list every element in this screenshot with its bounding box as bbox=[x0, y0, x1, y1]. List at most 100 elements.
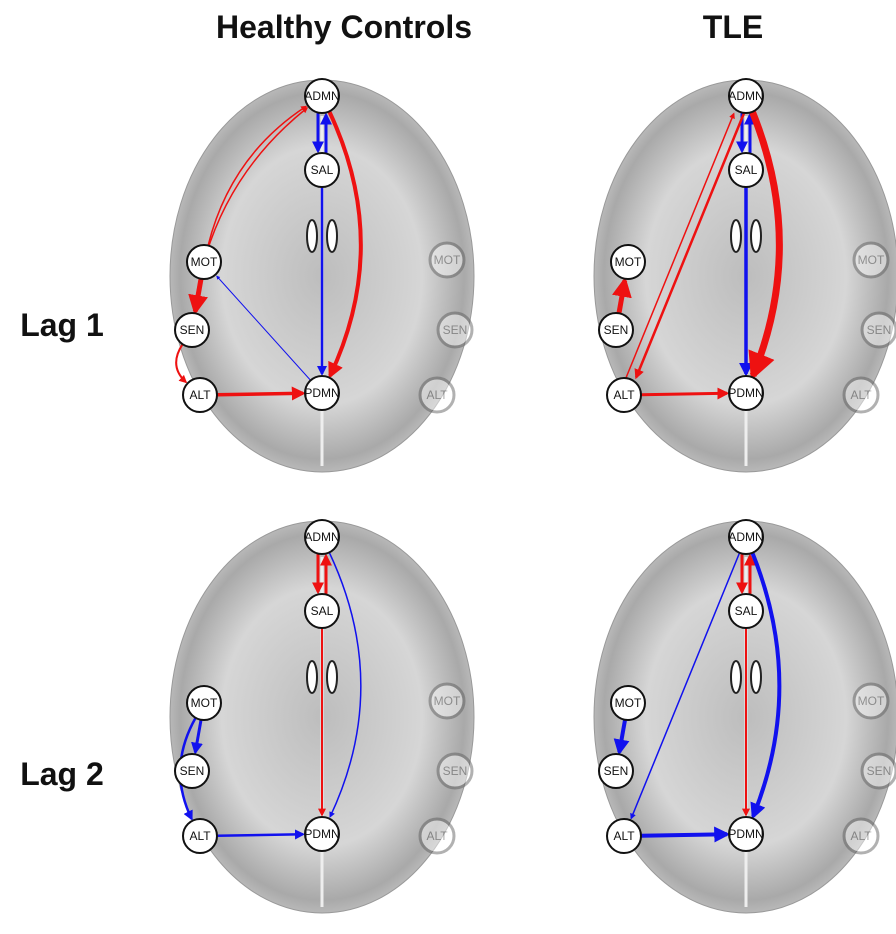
node-label: SAL bbox=[311, 163, 334, 177]
network-node: SEN bbox=[860, 752, 896, 790]
network-node: MOT bbox=[428, 241, 466, 279]
network-node: ALT bbox=[842, 376, 880, 414]
connection-arrow bbox=[216, 386, 306, 401]
brain-ventricle bbox=[730, 219, 742, 253]
node-circle bbox=[606, 818, 642, 854]
node-label: SEN bbox=[604, 323, 629, 337]
node-label: PDMN bbox=[304, 386, 339, 400]
network-node: SAL bbox=[728, 152, 764, 188]
node-label: SEN bbox=[867, 323, 892, 337]
connection-arrow bbox=[640, 387, 730, 400]
node-label: SEN bbox=[604, 764, 629, 778]
node-label: MOT bbox=[191, 696, 218, 710]
connection-arrow bbox=[634, 111, 746, 380]
node-circle bbox=[728, 78, 764, 114]
node-circle bbox=[860, 311, 896, 349]
node-circle bbox=[418, 376, 456, 414]
node-label: SEN bbox=[443, 323, 468, 337]
network-node: SEN bbox=[436, 752, 474, 790]
node-circle bbox=[304, 593, 340, 629]
network-node: ALT bbox=[606, 818, 642, 854]
node-circle bbox=[304, 78, 340, 114]
network-node: ADMN bbox=[304, 519, 340, 555]
node-circle bbox=[852, 241, 890, 279]
column-title: TLE bbox=[703, 9, 763, 45]
node-label: ALT bbox=[613, 829, 635, 843]
brain-ventricle bbox=[730, 660, 742, 694]
node-circle bbox=[186, 244, 222, 280]
node-circle bbox=[304, 519, 340, 555]
node-label: ALT bbox=[850, 829, 872, 843]
node-label: SEN bbox=[867, 764, 892, 778]
node-circle bbox=[182, 377, 218, 413]
node-label: ALT bbox=[426, 388, 448, 402]
node-label: SEN bbox=[180, 764, 205, 778]
row-label: Lag 1 bbox=[20, 307, 104, 343]
connection-arrow bbox=[327, 110, 363, 379]
node-label: MOT bbox=[434, 253, 461, 267]
connection-arrow bbox=[216, 829, 306, 840]
node-circle bbox=[606, 377, 642, 413]
node-circle bbox=[610, 244, 646, 280]
node-label: PDMN bbox=[728, 827, 763, 841]
network-node: ALT bbox=[842, 817, 880, 855]
network-node: MOT bbox=[186, 685, 222, 721]
network-node: ALT bbox=[418, 817, 456, 855]
network-node: PDMN bbox=[728, 816, 764, 852]
node-circle bbox=[728, 152, 764, 188]
node-label: ADMN bbox=[304, 530, 339, 544]
network-node: SEN bbox=[598, 312, 634, 348]
network-node: ALT bbox=[182, 818, 218, 854]
brain-ventricle bbox=[326, 660, 338, 694]
connection-arrow bbox=[630, 552, 741, 820]
node-label: MOT bbox=[858, 694, 885, 708]
network-node: MOT bbox=[852, 682, 890, 720]
brain-ventricle bbox=[750, 660, 762, 694]
brain-ventricle bbox=[306, 660, 318, 694]
node-label: ADMN bbox=[728, 530, 763, 544]
network-node: PDMN bbox=[304, 375, 340, 411]
network-node: MOT bbox=[186, 244, 222, 280]
brain-ventricle bbox=[750, 219, 762, 253]
network-panel: ADMN SAL MOT SEN ALT PDMN MOT SEN ALT bbox=[593, 78, 896, 473]
node-label: PDMN bbox=[728, 386, 763, 400]
network-node: SEN bbox=[436, 311, 474, 349]
network-node: SAL bbox=[304, 152, 340, 188]
node-circle bbox=[174, 312, 210, 348]
connection-arrow bbox=[328, 552, 362, 818]
node-label: SEN bbox=[180, 323, 205, 337]
node-label: ALT bbox=[426, 829, 448, 843]
network-node: PDMN bbox=[728, 375, 764, 411]
network-node: ALT bbox=[606, 377, 642, 413]
node-circle bbox=[428, 241, 466, 279]
brain-ventricle bbox=[326, 219, 338, 253]
network-panel: ADMN SAL MOT SEN ALT PDMN MOT SEN ALT bbox=[169, 78, 475, 473]
node-circle bbox=[860, 752, 896, 790]
network-node: ADMN bbox=[728, 519, 764, 555]
connection-arrow bbox=[216, 275, 311, 381]
node-label: ALT bbox=[613, 388, 635, 402]
network-node: MOT bbox=[610, 244, 646, 280]
node-circle bbox=[728, 375, 764, 411]
node-label: ADMN bbox=[728, 89, 763, 103]
network-node: SEN bbox=[860, 311, 896, 349]
node-circle bbox=[304, 816, 340, 852]
connection-arrow bbox=[613, 719, 630, 756]
node-label: MOT bbox=[615, 255, 642, 269]
connection-arrow bbox=[624, 112, 735, 380]
network-node: MOT bbox=[428, 682, 466, 720]
node-circle bbox=[728, 816, 764, 852]
network-node: ADMN bbox=[304, 78, 340, 114]
node-circle bbox=[428, 682, 466, 720]
network-node: SEN bbox=[598, 753, 634, 789]
node-label: ADMN bbox=[304, 89, 339, 103]
network-node: ALT bbox=[418, 376, 456, 414]
node-circle bbox=[418, 817, 456, 855]
node-circle bbox=[436, 311, 474, 349]
column-title: Healthy Controls bbox=[216, 9, 472, 45]
node-label: ALT bbox=[850, 388, 872, 402]
node-label: MOT bbox=[434, 694, 461, 708]
node-label: MOT bbox=[191, 255, 218, 269]
node-circle bbox=[174, 753, 210, 789]
connection-arrow bbox=[640, 826, 731, 843]
